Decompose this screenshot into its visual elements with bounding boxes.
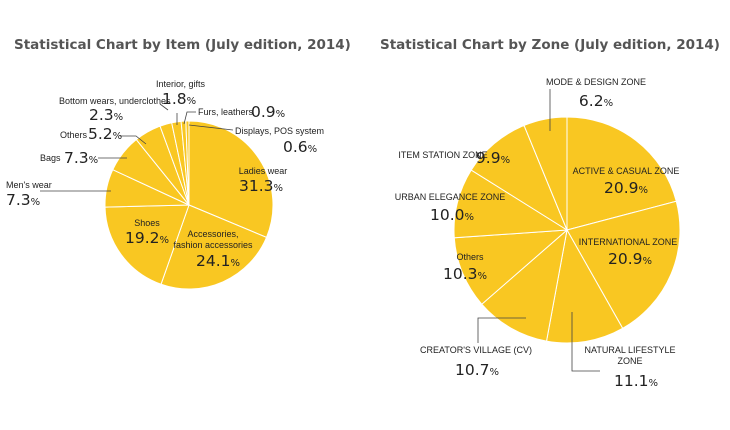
zone-pie-chart: ACTIVE & CASUAL ZONE 20.9% INTERNATIONAL Z…	[395, 77, 681, 390]
slice-label-interior-gifts: Interior, gifts	[156, 79, 206, 89]
pie-slice-displays-pos-system	[185, 120, 190, 206]
pie-slice-shoes	[104, 204, 190, 285]
slice-label-men-s-wear: Men's wear	[6, 180, 52, 190]
leader-line-others	[120, 135, 147, 145]
slice-value-others: 10.3%	[443, 265, 487, 283]
slice-value-international-zone: 20.9%	[608, 250, 652, 268]
slice-value-interior-gifts: 1.8%	[162, 90, 196, 108]
slice-label-others: Others	[60, 130, 88, 140]
slice-value-active-casual-zone: 20.9%	[604, 179, 648, 197]
leader-line-natural-lifestyle-zone	[571, 312, 600, 372]
slice-label-others: Others	[456, 252, 484, 262]
slice-value-urban-elegance-zone: 10.0%	[430, 206, 474, 224]
leader-line-creator-s-village-cv	[477, 317, 526, 343]
slice-value-displays-pos-system: 0.6%	[283, 138, 317, 156]
slice-label-accessories-fashion-accessories-line1: Accessories,	[187, 229, 238, 239]
slice-label-mode-design-zone: MODE & DESIGN ZONE	[546, 77, 646, 87]
slice-value-bottom-wears-underclothes: 2.3%	[89, 106, 123, 124]
leader-line-displays-pos-system	[188, 124, 234, 131]
slice-value-shoes: 19.2%	[125, 229, 169, 247]
leader-line-furs-leathers	[183, 111, 196, 125]
slice-label-creator-s-village-cv: CREATOR'S VILLAGE (CV)	[420, 345, 532, 355]
slice-value-mode-design-zone: 6.2%	[579, 92, 613, 110]
leader-line-bottom-wears-underclothes	[159, 103, 169, 111]
pie-slice-natural-lifestyle-zone	[545, 228, 624, 344]
pie-slice-mode-design-zone	[523, 116, 568, 231]
slice-value-bags: 7.3%	[64, 149, 98, 167]
slice-label-accessories-fashion-accessories-line2: fashion accessories	[173, 240, 253, 250]
pie-slice-active-casual-zone	[566, 116, 677, 231]
slice-label-international-zone: INTERNATIONAL ZONE	[579, 237, 678, 247]
pie-slice-international-zone	[566, 200, 681, 330]
slice-value-furs-leathers: 0.9%	[251, 103, 285, 121]
pie-slice-urban-elegance-zone	[453, 169, 569, 239]
slice-label-natural-lifestyle-zone-line2: ZONE	[617, 356, 642, 366]
slice-label-furs-leathers: Furs, leathers	[198, 107, 254, 117]
slice-value-accessories-fashion-accessories: 24.1%	[196, 252, 240, 270]
slice-value-creator-s-village-cv: 10.7%	[455, 361, 499, 379]
slice-label-urban-elegance-zone: URBAN ELEGANCE ZONE	[395, 192, 506, 202]
pie-slice-others	[453, 229, 569, 305]
slice-label-bottom-wears-underclothes: Bottom wears, underclothes	[59, 96, 171, 106]
slice-label-natural-lifestyle-zone-line1: NATURAL LIFESTYLE	[584, 345, 675, 355]
slice-label-ladies-wear: Ladies wear	[239, 166, 288, 176]
pie-slice-accessories-fashion-accessories	[160, 204, 268, 290]
slice-value-others: 5.2%	[88, 125, 122, 143]
slice-value-men-s-wear: 7.3%	[6, 191, 40, 209]
slice-label-item-station-zone: ITEM STATION ZONE	[398, 150, 487, 160]
slice-label-shoes: Shoes	[134, 218, 160, 228]
pie-slice-creator-s-village-cv	[481, 228, 568, 342]
slice-value-natural-lifestyle-zone: 11.1%	[614, 372, 658, 390]
slice-label-active-casual-zone: ACTIVE & CASUAL ZONE	[573, 166, 680, 176]
slice-label-displays-pos-system: Displays, POS system	[235, 126, 324, 136]
slice-label-bags: Bags	[40, 153, 61, 163]
zone-chart-title: Statistical Chart by Zone (July edition,…	[380, 37, 720, 53]
item-chart-title: Statistical Chart by Item (July edition,…	[14, 37, 351, 53]
slice-value-ladies-wear: 31.3%	[239, 177, 283, 195]
pie-slice-ladies-wear	[188, 120, 274, 239]
